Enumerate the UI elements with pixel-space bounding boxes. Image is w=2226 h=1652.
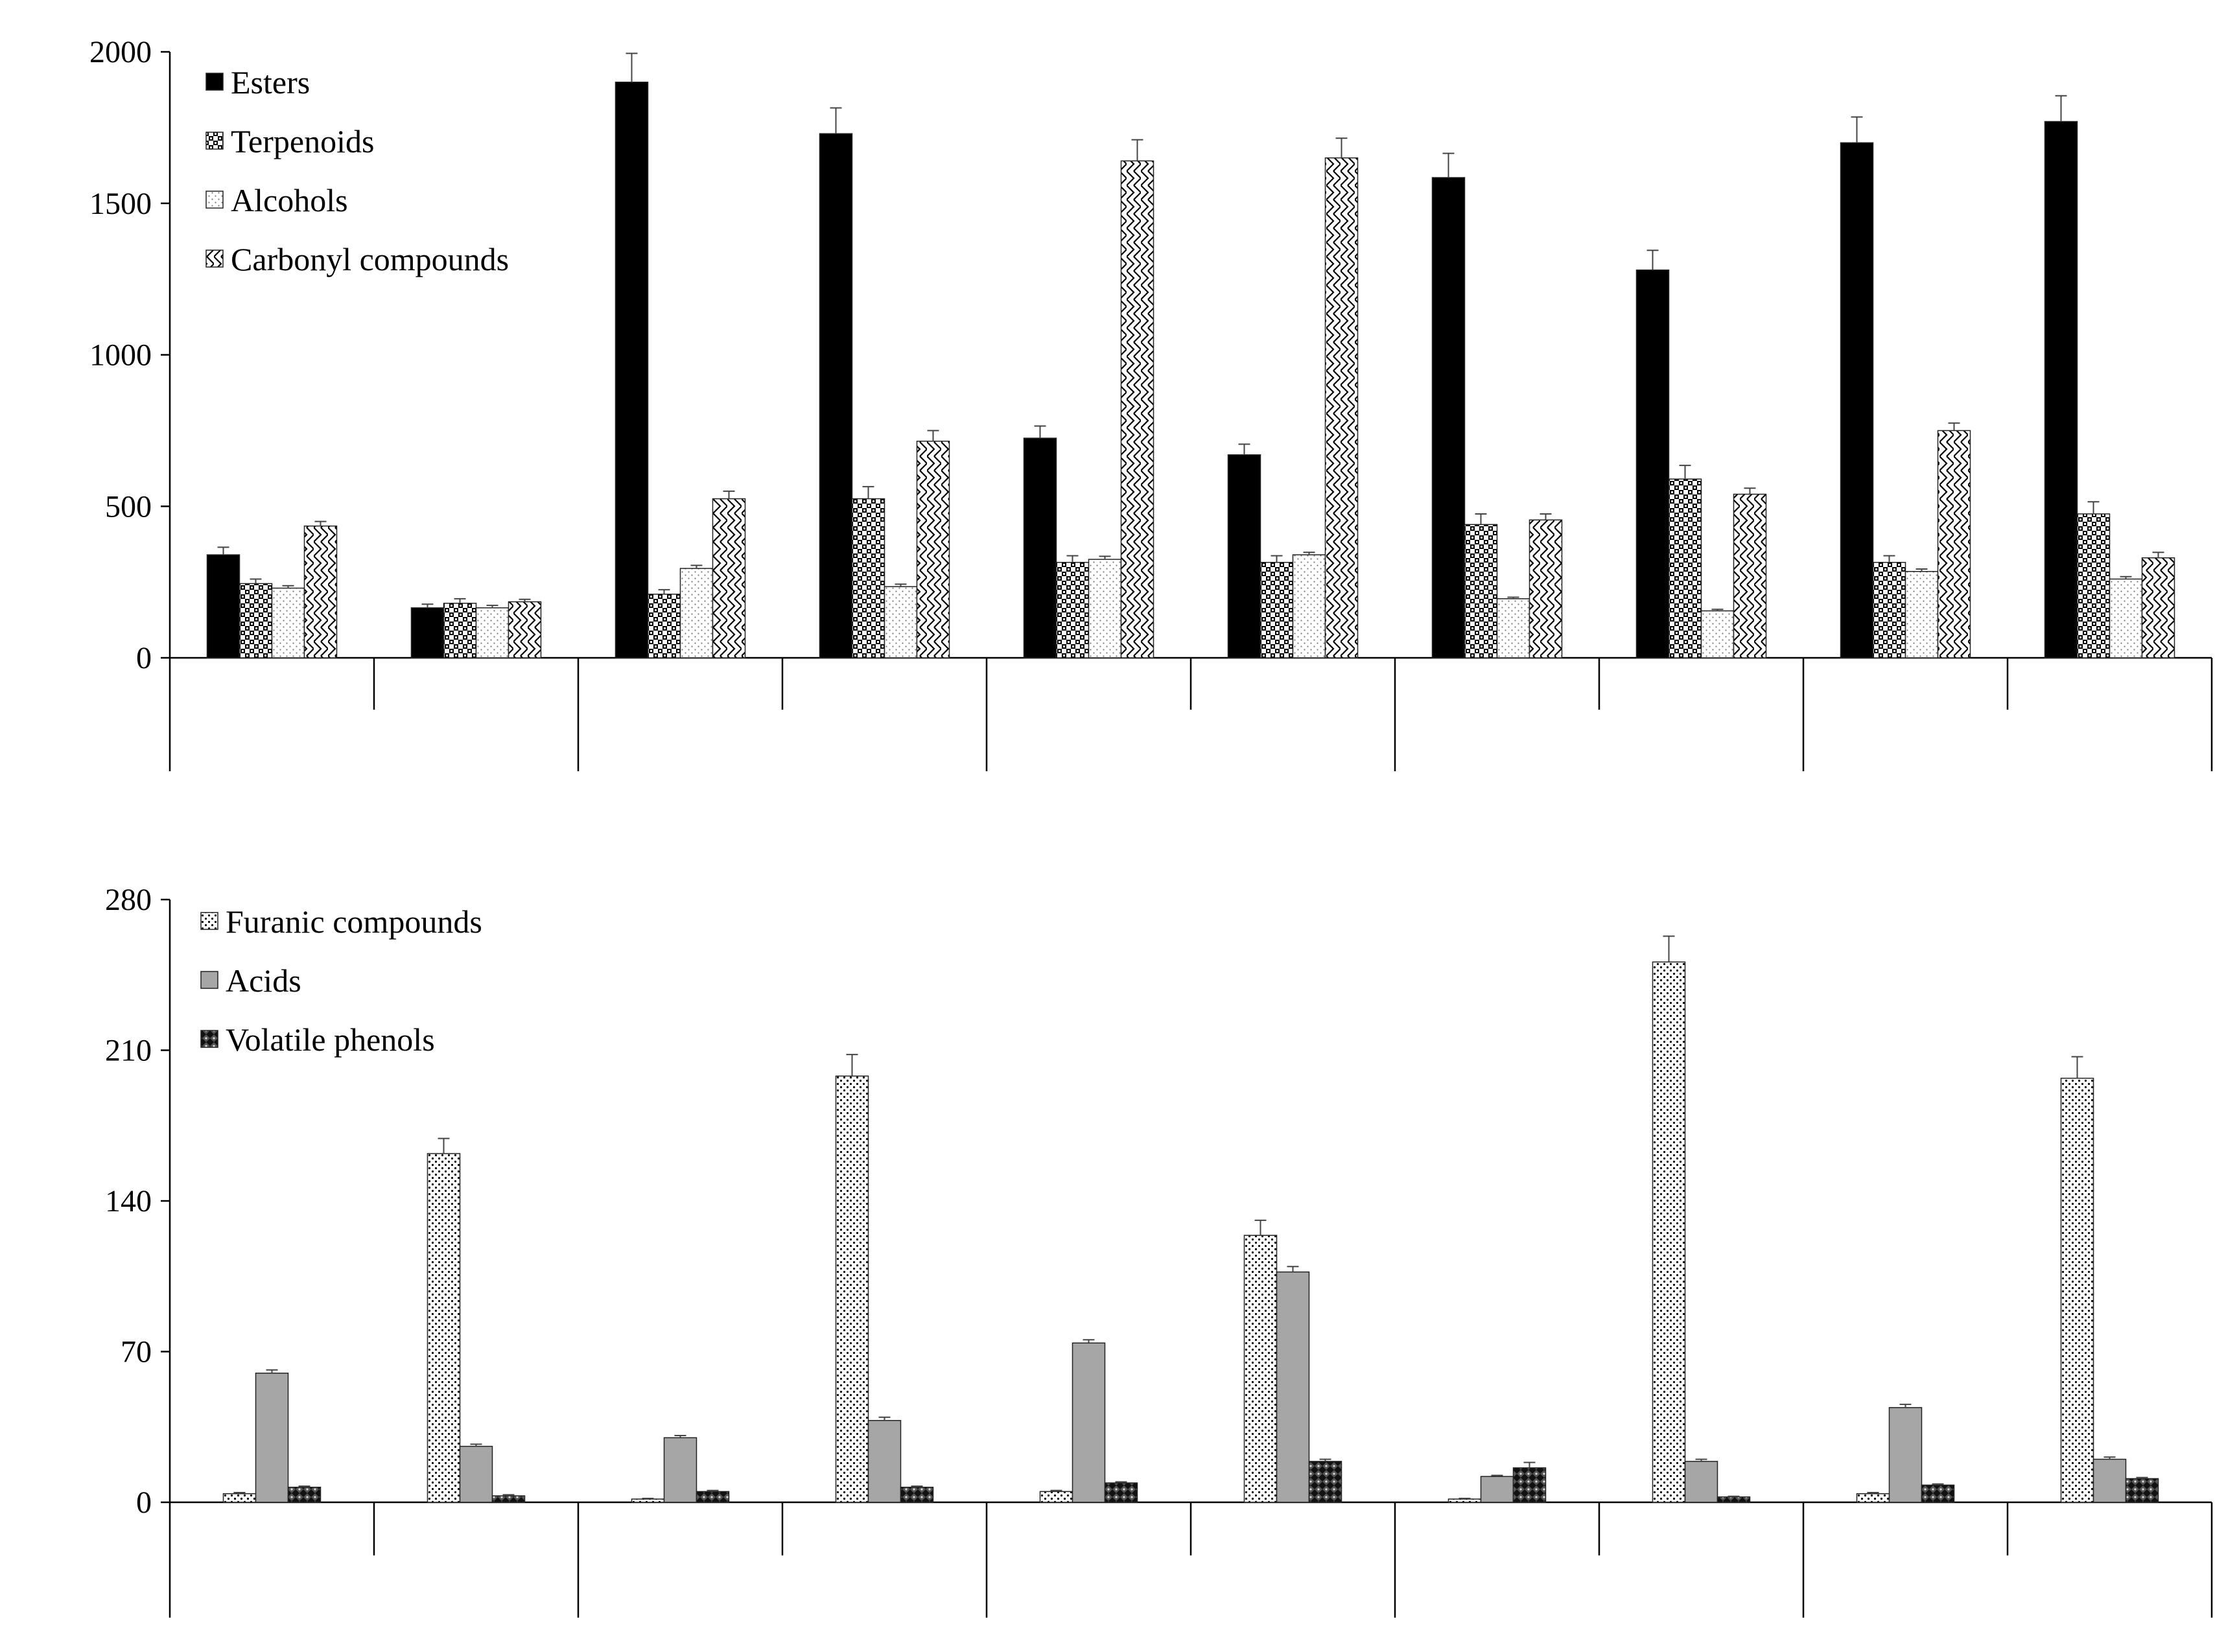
bar-acids (867, 1420, 902, 1503)
bar-alcohols (1292, 554, 1326, 658)
bar-terpenoids (1464, 524, 1498, 658)
y-tick-label: 0 (136, 1485, 152, 1520)
bar-acids (663, 1437, 697, 1503)
bar-volatile-phenols (1308, 1461, 1342, 1503)
bar-acids (255, 1372, 289, 1503)
y-tick-label: 140 (105, 1184, 152, 1218)
bar-alcohols (1700, 610, 1735, 658)
bar-volatile-phenols (491, 1495, 526, 1503)
bar-furanic-compounds (427, 1153, 461, 1503)
bar-carbonyl-compounds (2141, 557, 2175, 658)
legend-swatch-alcohols (205, 191, 224, 209)
bar-terpenoids (239, 583, 273, 658)
bar-terpenoids (1055, 561, 1090, 658)
bar-acids (1684, 1461, 1718, 1503)
bar-volatile-phenols (900, 1487, 934, 1503)
bar-furanic-compounds (1447, 1498, 1482, 1503)
legend-label-carbonyl-compounds: Carbonyl compounds (231, 241, 509, 277)
bar-volatile-phenols (1921, 1484, 1955, 1503)
bar-furanic-compounds (835, 1075, 869, 1503)
bar-alcohols (884, 586, 918, 658)
bar-alcohols (1904, 571, 1939, 658)
bar-volatile-phenols (696, 1491, 730, 1503)
bar-terpenoids (1668, 478, 1702, 658)
bar-furanic-compounds (222, 1493, 257, 1503)
y-tick-label: 0 (136, 641, 152, 675)
bar-alcohols (1088, 559, 1122, 658)
bar-terpenoids (443, 603, 477, 658)
legend-swatch-volatile-phenols (200, 1030, 218, 1048)
bar-acids (1072, 1342, 1106, 1503)
bar-carbonyl-compounds (1733, 493, 1767, 658)
bar-esters (1431, 177, 1466, 658)
bar-alcohols (1496, 598, 1530, 658)
bar-furanic-compounds (1039, 1491, 1073, 1503)
chart-panel-2: 0 70 140 210 280 Furanic compounds Acids Volati… (105, 883, 2213, 1618)
bar-furanic-compounds (2060, 1077, 2094, 1503)
legend-label-terpenoids: Terpenoids (231, 123, 374, 159)
bar-carbonyl-compounds (303, 525, 338, 658)
bar-esters (1023, 437, 1057, 658)
bar-esters (2044, 121, 2078, 658)
bar-acids (1480, 1476, 1514, 1503)
bar-acids (2092, 1458, 2127, 1503)
bar-terpenoids (1259, 561, 1294, 658)
bar-terpenoids (851, 498, 885, 658)
bar-volatile-phenols (2125, 1478, 2159, 1503)
bar-alcohols (679, 568, 714, 658)
bar-alcohols (271, 587, 305, 658)
bar-volatile-phenols (1104, 1482, 1138, 1503)
y-tick-label: 500 (105, 489, 152, 524)
bar-esters (615, 82, 649, 658)
bar-volatile-phenols (1512, 1467, 1547, 1503)
bar-acids (1276, 1271, 1310, 1503)
bar-carbonyl-compounds (1120, 160, 1154, 658)
legend-label-acids: Acids (226, 962, 301, 999)
bar-esters (1227, 454, 1261, 658)
chart-panel-1: 0 500 1000 1500 2000 Esters Terpenoids Alcohols… (89, 35, 2213, 771)
bar-furanic-compounds (1856, 1493, 1890, 1503)
bar-volatile-phenols (287, 1487, 322, 1503)
bar-furanic-compounds (1243, 1235, 1278, 1503)
y-tick-label: 210 (105, 1034, 152, 1068)
bar-furanic-compounds (631, 1498, 665, 1503)
bar-volatile-phenols (1716, 1496, 1751, 1503)
y-tick-label: 280 (105, 883, 152, 917)
y-tick-label: 70 (121, 1335, 152, 1369)
legend-swatch-acids (200, 971, 218, 989)
bar-carbonyl-compounds (916, 440, 950, 658)
bar-carbonyl-compounds (712, 498, 746, 658)
y-tick-label: 2000 (89, 35, 152, 69)
legend-swatch-carbonyl-compounds (205, 250, 224, 268)
bar-esters (1635, 269, 1670, 658)
legend-swatch-terpenoids (205, 132, 224, 150)
bar-esters (410, 607, 445, 658)
legend-label-volatile-phenols: Volatile phenols (226, 1021, 435, 1058)
bar-esters (206, 554, 240, 658)
bar-terpenoids (1872, 561, 1906, 658)
bar-terpenoids (2076, 513, 2111, 658)
y-tick-label: 1500 (89, 187, 152, 221)
bar-carbonyl-compounds (508, 601, 542, 658)
bar-carbonyl-compounds (1937, 430, 1971, 658)
legend-label-alcohols: Alcohols (231, 182, 348, 218)
bar-esters (1840, 142, 1874, 658)
legend-swatch-furanic-compounds (200, 912, 218, 930)
bar-esters (819, 133, 853, 658)
bar-carbonyl-compounds (1529, 519, 1563, 658)
bar-acids (459, 1445, 493, 1503)
bar-acids (1888, 1407, 1923, 1503)
y-tick-label: 1000 (89, 338, 152, 373)
bar-furanic-compounds (1652, 961, 1686, 1503)
legend-swatch-esters (205, 73, 224, 91)
bar-alcohols (475, 607, 510, 658)
bar-carbonyl-compounds (1324, 157, 1359, 658)
legend-label-furanic-compounds: Furanic compounds (226, 903, 482, 940)
bar-alcohols (2109, 578, 2143, 658)
bar-terpenoids (647, 594, 681, 658)
legend-label-esters: Esters (231, 64, 310, 100)
